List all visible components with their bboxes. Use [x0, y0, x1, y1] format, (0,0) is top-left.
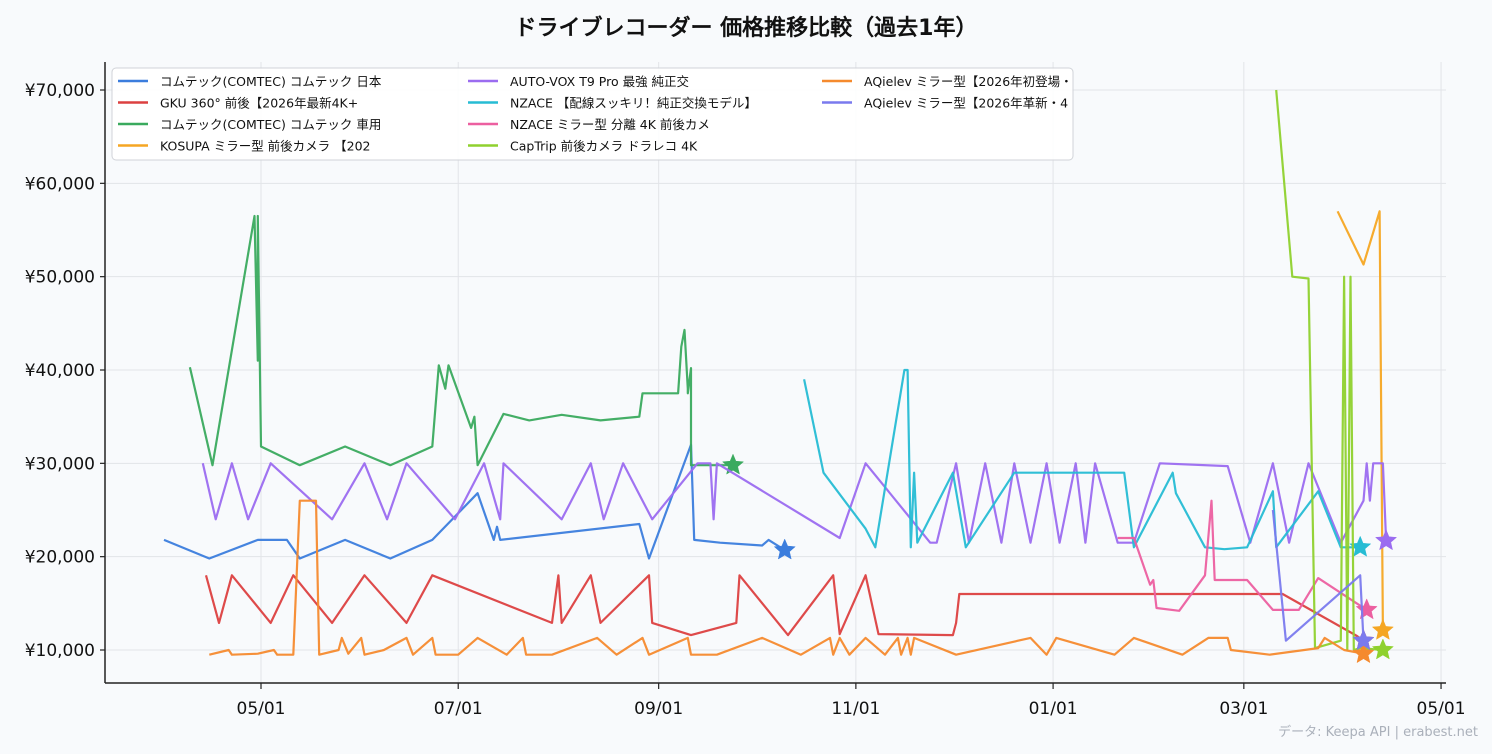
x-tick-label: 01/01 [1029, 699, 1078, 719]
end-star-marker [773, 538, 796, 560]
series-line [1271, 509, 1365, 642]
legend-label: KOSUPA ミラー型 前後カメラ 【202 [160, 139, 371, 154]
series-3 [1336, 210, 1394, 640]
legend-item: コムテック(COMTEC) コムテック 車用 [118, 117, 381, 132]
end-star-marker [1374, 529, 1398, 551]
legend-label: コムテック(COMTEC) コムテック 車用 [160, 117, 381, 132]
data-credit: データ: Keepa API | erabest.net [1278, 725, 1478, 740]
y-tick-label: ¥70,000 [25, 81, 95, 101]
legend-item: AQielev ミラー型【2026年初登場・ [822, 74, 1073, 89]
chart-title: ドライブレコーダー 価格推移比較（過去1年） [514, 16, 978, 41]
legend-item: GKU 360° 前後【2026年最新4K+ [118, 96, 358, 111]
y-tick-label: ¥40,000 [25, 361, 95, 381]
end-star-marker [1371, 638, 1394, 660]
legend-item: NZACE ミラー型 分離 4K 前後カメ [468, 117, 710, 132]
series-line [803, 368, 1361, 551]
legend-item: AUTO-VOX T9 Pro 最強 純正交 [468, 74, 689, 89]
legend-label: AQielev ミラー型【2026年革新・4 [864, 96, 1068, 111]
legend-item: NZACE 【配線スッキリ！純正交換モデル】 [468, 96, 757, 111]
series-line [1117, 499, 1368, 612]
series-line [204, 574, 1365, 642]
legend-label: CapTrip 前後カメラ ドラレコ 4K [510, 139, 698, 154]
series-line [1275, 89, 1383, 652]
series-line [209, 499, 1364, 656]
legend-item: コムテック(COMTEC) コムテック 日本 [118, 74, 382, 89]
legend-label: コムテック(COMTEC) コムテック 日本 [160, 74, 382, 89]
legend-item: KOSUPA ミラー型 前後カメラ 【202 [118, 139, 371, 154]
x-tick-label: 05/01 [1417, 699, 1466, 719]
series-line [1336, 210, 1384, 631]
y-tick-label: ¥10,000 [25, 641, 95, 661]
legend-label: NZACE 【配線スッキリ！純正交換モデル】 [510, 96, 757, 111]
end-star-marker [1352, 642, 1375, 664]
series-line [163, 443, 786, 560]
series-0 [163, 443, 796, 560]
series-9 [1271, 509, 1375, 651]
x-tick-label: 11/01 [831, 699, 880, 719]
series-8 [209, 499, 1375, 664]
series-4 [201, 462, 1398, 551]
y-tick-label: ¥60,000 [25, 174, 95, 194]
x-tick-label: 03/01 [1219, 699, 1268, 719]
end-star-marker [1352, 629, 1375, 651]
x-tick-label: 09/01 [634, 699, 683, 719]
legend-label: GKU 360° 前後【2026年最新4K+ [160, 96, 358, 111]
end-star-marker [1371, 618, 1394, 640]
series-line [188, 214, 733, 467]
legend-label: NZACE ミラー型 分離 4K 前後カメ [510, 117, 710, 132]
series-7 [1275, 89, 1394, 660]
y-tick-label: ¥20,000 [25, 548, 95, 568]
legend-label: AUTO-VOX T9 Pro 最強 純正交 [510, 74, 689, 89]
y-tick-label: ¥30,000 [25, 454, 95, 474]
series-line [201, 462, 1388, 544]
legend-label: AQielev ミラー型【2026年初登場・ [864, 74, 1073, 89]
x-tick-label: 07/01 [434, 699, 483, 719]
y-tick-label: ¥50,000 [25, 268, 95, 288]
x-tick-label: 05/01 [237, 699, 286, 719]
legend-box [111, 67, 1074, 161]
legend: コムテック(COMTEC) コムテック 日本 GKU 360° 前後【2026年最… [111, 67, 1074, 161]
legend-item: AQielev ミラー型【2026年革新・4 [822, 96, 1068, 111]
legend-item: CapTrip 前後カメラ ドラレコ 4K [468, 139, 698, 154]
